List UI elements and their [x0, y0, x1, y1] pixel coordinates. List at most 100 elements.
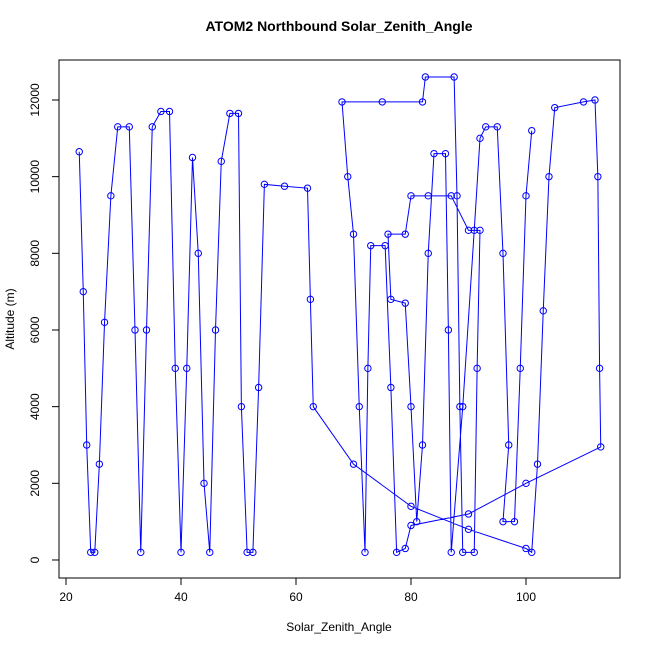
chart-title: ATOM2 Northbound Solar_Zenith_Angle — [205, 18, 472, 34]
data-point — [249, 548, 257, 557]
data-point — [260, 180, 269, 189]
data-point — [142, 326, 151, 334]
y-tick-label: 0 — [28, 556, 42, 563]
data-point — [418, 98, 427, 106]
data-point — [401, 230, 409, 238]
x-tick-label: 80 — [404, 590, 418, 604]
data-point — [200, 479, 208, 488]
data-point — [183, 364, 191, 373]
x-tick-label: 100 — [516, 590, 536, 604]
data-point — [188, 153, 197, 162]
data-point — [510, 517, 519, 526]
data-point — [243, 548, 251, 557]
y-axis-label: Altitude (m) — [3, 288, 17, 349]
data-point — [594, 172, 602, 181]
data-point — [413, 517, 421, 526]
data-point — [381, 241, 389, 250]
data-point — [505, 441, 513, 449]
data-point — [473, 364, 481, 373]
y-tick-label: 10000 — [28, 160, 42, 194]
x-tick-label: 40 — [174, 590, 188, 604]
data-point — [459, 402, 467, 411]
y-tick-label: 12000 — [28, 83, 42, 117]
data-point — [338, 98, 346, 106]
y-tick-label: 6000 — [28, 316, 42, 343]
data-point — [579, 98, 588, 106]
data-point — [591, 96, 599, 104]
data-point — [493, 123, 501, 131]
data-point — [450, 73, 458, 81]
data-point — [551, 103, 559, 112]
data-point — [464, 510, 473, 518]
data-point — [177, 548, 185, 557]
data-point — [476, 134, 484, 143]
data-point — [522, 479, 530, 488]
data-point — [456, 402, 464, 411]
data-point — [482, 123, 490, 131]
data-point — [171, 364, 179, 373]
data-point — [237, 402, 246, 411]
data-point — [194, 249, 202, 258]
data-point — [464, 226, 473, 235]
data-point — [344, 172, 352, 181]
data-point — [364, 364, 372, 373]
data-point — [597, 443, 605, 451]
data-point — [234, 109, 243, 118]
data-point — [75, 148, 83, 156]
data-point — [384, 230, 392, 238]
y-tick-label: 4000 — [28, 393, 42, 420]
data-point — [367, 241, 375, 250]
data-point — [528, 548, 536, 557]
data-point — [131, 326, 139, 334]
data-point — [387, 295, 395, 304]
data-point — [499, 249, 507, 258]
data-point — [83, 441, 91, 449]
data-point — [441, 149, 450, 158]
data-point — [79, 287, 87, 296]
data-point — [401, 544, 409, 553]
data-point — [470, 226, 478, 235]
plot-frame — [58, 59, 621, 579]
data-point — [447, 192, 455, 200]
x-tick-label: 20 — [59, 590, 73, 604]
data-point — [407, 402, 415, 411]
data-point — [165, 107, 174, 116]
data-point — [418, 441, 427, 449]
data-point — [407, 521, 415, 530]
series-line — [78, 76, 602, 554]
data-point — [545, 172, 553, 181]
data-point — [226, 109, 234, 118]
data-point — [355, 402, 363, 411]
data-point — [499, 517, 507, 526]
data-point — [401, 299, 409, 307]
data-point — [125, 123, 133, 131]
x-tick-label: 60 — [289, 590, 303, 604]
data-point — [114, 123, 122, 131]
data-point — [206, 548, 214, 557]
data-point — [254, 383, 263, 392]
data-point — [459, 548, 467, 557]
data-point — [464, 525, 473, 534]
data-point — [392, 548, 401, 557]
y-tick-label: 2000 — [28, 470, 42, 497]
data-point — [430, 149, 438, 158]
data-point — [539, 307, 547, 315]
data-point — [95, 460, 104, 468]
data-point — [424, 249, 432, 258]
data-point — [211, 326, 220, 334]
data-point — [444, 326, 453, 334]
data-point — [421, 73, 430, 81]
x-axis-label: Solar_Zenith_Angle — [286, 620, 392, 634]
data-point — [349, 230, 358, 238]
data-point — [378, 98, 386, 106]
data-point — [157, 107, 165, 116]
data-point — [303, 184, 312, 192]
data-point — [528, 126, 536, 135]
data-point — [516, 364, 524, 373]
data-point — [387, 383, 395, 392]
data-point — [100, 318, 109, 327]
data-point — [407, 192, 415, 200]
data-point — [107, 192, 115, 200]
data-point — [470, 548, 478, 557]
